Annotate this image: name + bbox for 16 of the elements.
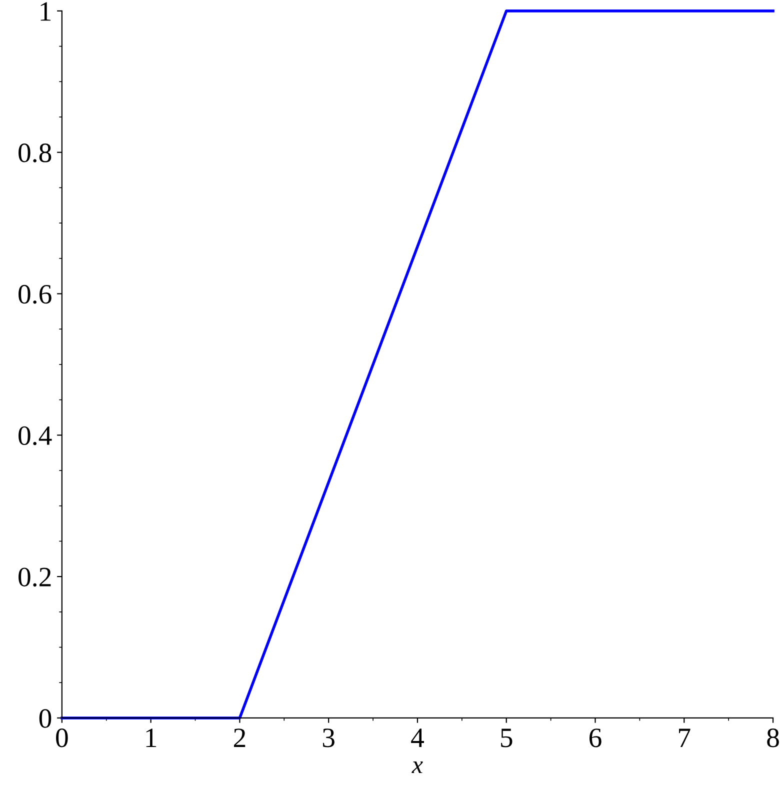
x-tick-label: 0 xyxy=(56,728,68,748)
x-tick-label: 6 xyxy=(590,728,602,748)
y-tick-label: 0.2 xyxy=(18,568,51,587)
x-tick-label: 5 xyxy=(501,728,512,748)
y-tick-label: 1 xyxy=(40,2,51,21)
x-tick-label: 4 xyxy=(411,728,424,747)
x-tick-label: 8 xyxy=(767,728,779,748)
x-tick-label: 7 xyxy=(679,728,690,747)
y-tick-label: 0.8 xyxy=(18,144,52,162)
x-axis-title: x xyxy=(412,762,423,773)
x-tick-label: 2 xyxy=(234,728,246,747)
x-tick-label: 1 xyxy=(146,728,156,747)
y-tick-label: 0.6 xyxy=(18,284,52,304)
x-tick-label: 3 xyxy=(322,728,334,748)
y-tick-label: 0.4 xyxy=(18,426,52,446)
y-tick-label: 0 xyxy=(39,709,52,728)
